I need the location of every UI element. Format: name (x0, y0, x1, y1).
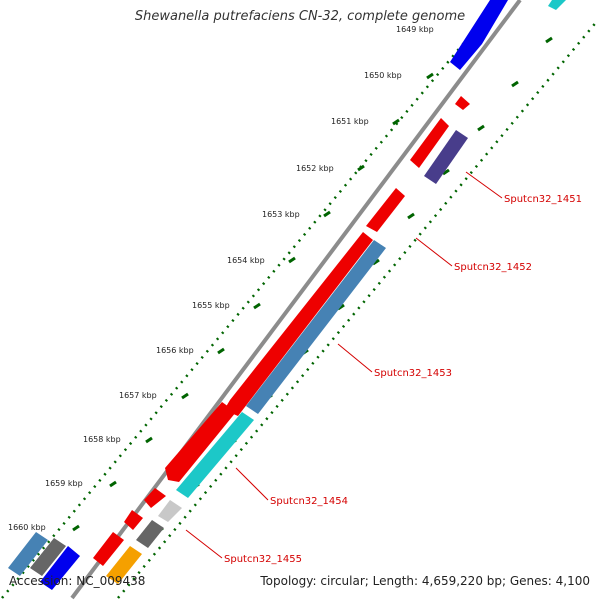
gene-feature-gray[interactable] (30, 538, 66, 576)
kbp-tick-label: 1656 kbp (156, 346, 194, 355)
kbp-tick-label: 1652 kbp (296, 164, 334, 173)
gene-label-sputcn32-1455[interactable]: Sputcn32_1455 (224, 554, 302, 565)
major-ticks (72, 36, 553, 534)
gene-label-sputcn32-1452[interactable]: Sputcn32_1452 (454, 262, 532, 273)
genome-stats-text: Topology: circular; Length: 4,659,220 bp… (260, 574, 590, 588)
gene-feature-blue[interactable] (40, 546, 80, 590)
gene-feature-blue[interactable] (450, 0, 508, 70)
gene-feature-purple[interactable] (424, 130, 468, 184)
kbp-tick-label: 1658 kbp (83, 435, 121, 444)
gene-feature-orange[interactable] (106, 546, 142, 584)
kbp-tick-label: 1657 kbp (119, 391, 157, 400)
kbp-tick-label: 1660 kbp (8, 523, 46, 532)
inner-tick-ring (117, 19, 599, 599)
kbp-tick-label: 1655 kbp (192, 301, 230, 310)
outer-tick-ring (1, 1, 499, 599)
kbp-tick-label: 1659 kbp (45, 479, 83, 488)
gene-feature-red[interactable] (165, 402, 236, 482)
gene-feature-red[interactable] (144, 488, 166, 508)
gene-feature-red[interactable] (366, 188, 405, 232)
map-title: Shewanella putrefaciens CN-32, complete … (134, 9, 466, 24)
gene-label-sputcn32-1454[interactable]: Sputcn32_1454 (270, 496, 348, 507)
gene-feature-red[interactable] (93, 532, 124, 566)
gene-feature-steelblue[interactable] (246, 240, 386, 414)
gene-feature-lightgray[interactable] (158, 500, 182, 522)
kbp-tick-label: 1651 kbp (331, 117, 369, 126)
gene-feature-red[interactable] (455, 96, 470, 110)
gene-feature-gray[interactable] (136, 520, 164, 548)
gene-feature-cyan[interactable] (548, 0, 566, 10)
gene-feature-red[interactable] (224, 232, 373, 416)
gene-label-sputcn32-1451[interactable]: Sputcn32_1451 (504, 194, 582, 205)
kbp-tick-label: 1653 kbp (262, 210, 300, 219)
kbp-tick-label: 1650 kbp (364, 71, 402, 80)
accession-text: Accession: NC_009438 (9, 574, 146, 588)
gene-label-sputcn32-1453[interactable]: Sputcn32_1453 (374, 368, 452, 379)
gene-feature-steelblue[interactable] (8, 532, 48, 576)
gene-feature-cyan[interactable] (176, 412, 254, 498)
callout-lines (185, 171, 503, 559)
genome-backbone (70, 0, 522, 600)
kbp-tick-label: 1654 kbp (227, 256, 265, 265)
gene-feature-red[interactable] (410, 118, 449, 168)
kbp-tick-label: 1649 kbp (396, 25, 434, 34)
gene-feature-red[interactable] (124, 510, 143, 530)
